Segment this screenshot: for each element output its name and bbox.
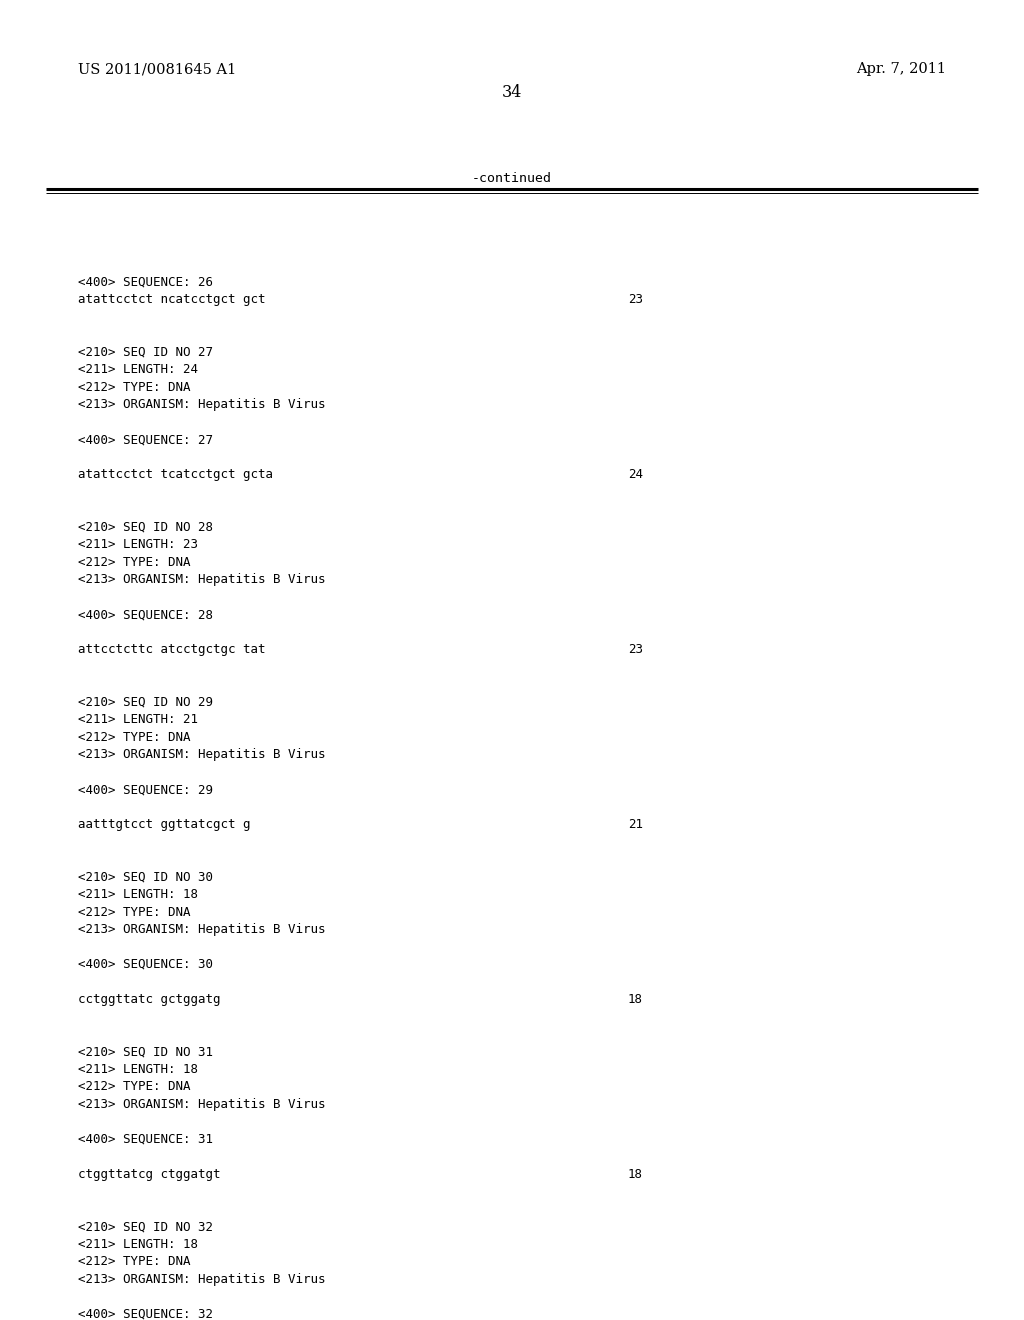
Text: <211> LENGTH: 24: <211> LENGTH: 24: [78, 363, 198, 376]
Text: <213> ORGANISM: Hepatitis B Virus: <213> ORGANISM: Hepatitis B Virus: [78, 923, 326, 936]
Text: <213> ORGANISM: Hepatitis B Virus: <213> ORGANISM: Hepatitis B Virus: [78, 1098, 326, 1111]
Text: <400> SEQUENCE: 26: <400> SEQUENCE: 26: [78, 276, 213, 289]
Text: <210> SEQ ID NO 29: <210> SEQ ID NO 29: [78, 696, 213, 709]
Text: aatttgtcct ggttatcgct g: aatttgtcct ggttatcgct g: [78, 818, 250, 832]
Text: <212> TYPE: DNA: <212> TYPE: DNA: [78, 1080, 190, 1093]
Text: <213> ORGANISM: Hepatitis B Virus: <213> ORGANISM: Hepatitis B Virus: [78, 399, 326, 412]
Text: <211> LENGTH: 18: <211> LENGTH: 18: [78, 888, 198, 902]
Text: <210> SEQ ID NO 32: <210> SEQ ID NO 32: [78, 1220, 213, 1233]
Text: <400> SEQUENCE: 27: <400> SEQUENCE: 27: [78, 433, 213, 446]
Text: <213> ORGANISM: Hepatitis B Virus: <213> ORGANISM: Hepatitis B Virus: [78, 748, 326, 762]
Text: Apr. 7, 2011: Apr. 7, 2011: [856, 62, 946, 77]
Text: <210> SEQ ID NO 27: <210> SEQ ID NO 27: [78, 346, 213, 359]
Text: ctggttatcg ctggatgt: ctggttatcg ctggatgt: [78, 1168, 220, 1181]
Text: <210> SEQ ID NO 28: <210> SEQ ID NO 28: [78, 520, 213, 533]
Text: 18: 18: [628, 1168, 643, 1181]
Text: <213> ORGANISM: Hepatitis B Virus: <213> ORGANISM: Hepatitis B Virus: [78, 1272, 326, 1286]
Text: <400> SEQUENCE: 30: <400> SEQUENCE: 30: [78, 958, 213, 972]
Text: <400> SEQUENCE: 31: <400> SEQUENCE: 31: [78, 1133, 213, 1146]
Text: 23: 23: [628, 643, 643, 656]
Text: -continued: -continued: [472, 172, 552, 185]
Text: 34: 34: [502, 84, 522, 102]
Text: <211> LENGTH: 21: <211> LENGTH: 21: [78, 713, 198, 726]
Text: US 2011/0081645 A1: US 2011/0081645 A1: [78, 62, 237, 77]
Text: <212> TYPE: DNA: <212> TYPE: DNA: [78, 380, 190, 393]
Text: <212> TYPE: DNA: <212> TYPE: DNA: [78, 556, 190, 569]
Text: <211> LENGTH: 18: <211> LENGTH: 18: [78, 1063, 198, 1076]
Text: 24: 24: [628, 469, 643, 482]
Text: atattcctct tcatcctgct gcta: atattcctct tcatcctgct gcta: [78, 469, 272, 482]
Text: <400> SEQUENCE: 29: <400> SEQUENCE: 29: [78, 783, 213, 796]
Text: 23: 23: [628, 293, 643, 306]
Text: 18: 18: [628, 993, 643, 1006]
Text: <212> TYPE: DNA: <212> TYPE: DNA: [78, 1255, 190, 1269]
Text: <212> TYPE: DNA: <212> TYPE: DNA: [78, 906, 190, 919]
Text: <400> SEQUENCE: 32: <400> SEQUENCE: 32: [78, 1308, 213, 1320]
Text: 21: 21: [628, 818, 643, 832]
Text: <212> TYPE: DNA: <212> TYPE: DNA: [78, 730, 190, 743]
Text: <210> SEQ ID NO 30: <210> SEQ ID NO 30: [78, 870, 213, 883]
Text: <400> SEQUENCE: 28: <400> SEQUENCE: 28: [78, 609, 213, 622]
Text: <213> ORGANISM: Hepatitis B Virus: <213> ORGANISM: Hepatitis B Virus: [78, 573, 326, 586]
Text: cctggttatc gctggatg: cctggttatc gctggatg: [78, 993, 220, 1006]
Text: atattcctct ncatcctgct gct: atattcctct ncatcctgct gct: [78, 293, 265, 306]
Text: <211> LENGTH: 18: <211> LENGTH: 18: [78, 1238, 198, 1251]
Text: attcctcttc atcctgctgc tat: attcctcttc atcctgctgc tat: [78, 643, 265, 656]
Text: <210> SEQ ID NO 31: <210> SEQ ID NO 31: [78, 1045, 213, 1059]
Text: <211> LENGTH: 23: <211> LENGTH: 23: [78, 539, 198, 552]
